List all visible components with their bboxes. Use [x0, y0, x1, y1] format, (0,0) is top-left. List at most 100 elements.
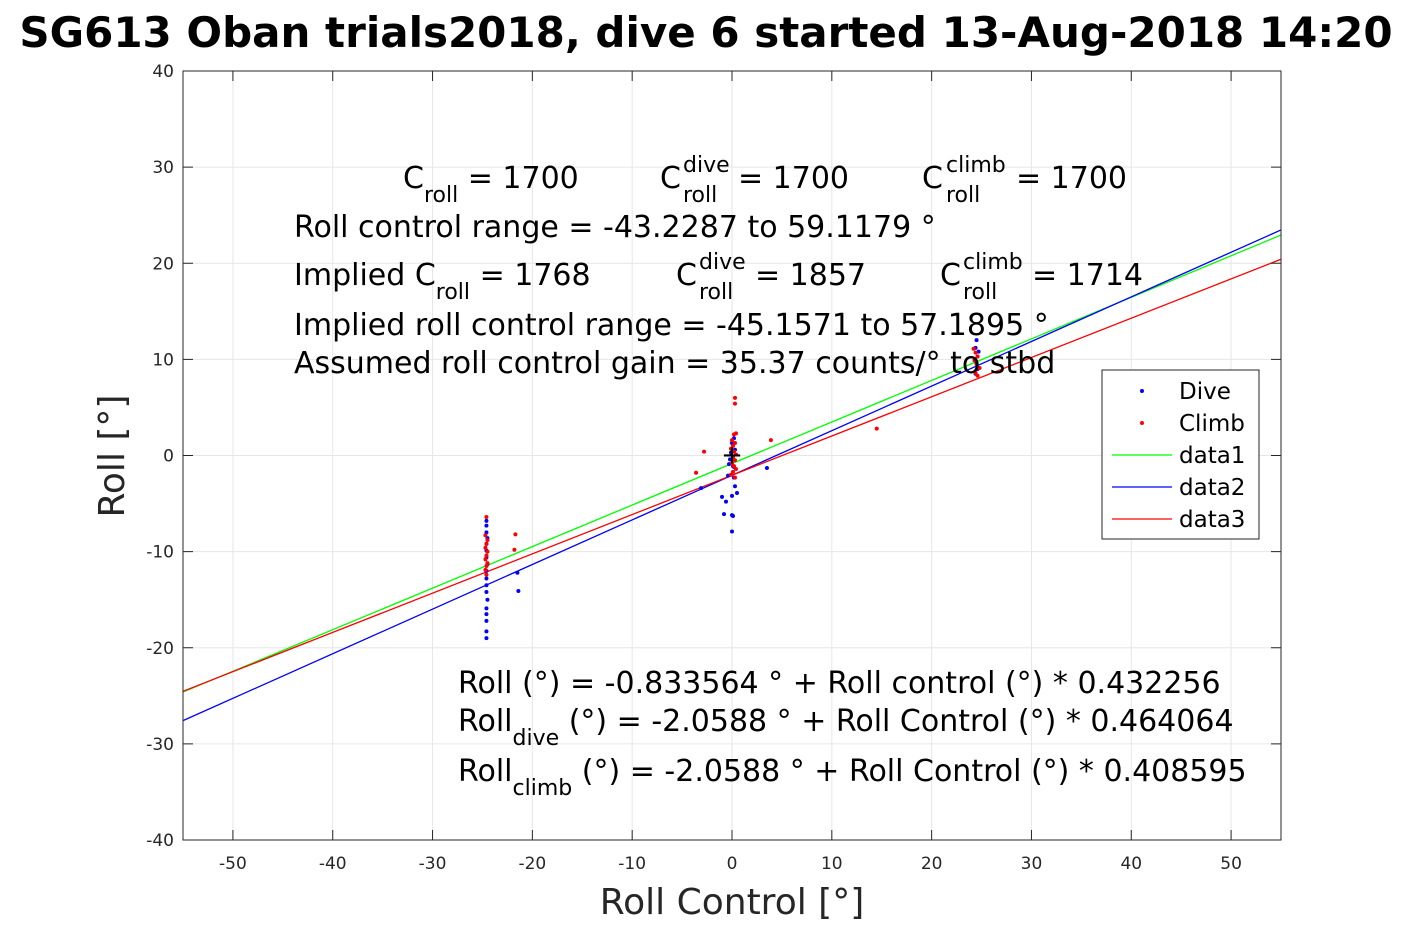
- point-climb: [483, 567, 488, 572]
- point-climb: [483, 545, 488, 550]
- annotation-nominal-c-dive-value: = 1700: [738, 161, 849, 196]
- point-climb: [484, 572, 489, 577]
- point-climb: [730, 438, 734, 443]
- annotation-nominal-c-dive-sup: dive: [683, 153, 730, 178]
- point-climb: [513, 532, 518, 537]
- legend-label-data3: data3: [1179, 507, 1245, 533]
- point-dive: [515, 570, 520, 575]
- annotation-implied-c-climb: C: [940, 258, 961, 293]
- annotation-nominal-c-climb-sup: climb: [946, 153, 1006, 178]
- point-climb: [972, 358, 977, 363]
- point-climb: [702, 449, 707, 454]
- y-tick-label: -30: [146, 735, 174, 755]
- point-climb: [730, 455, 735, 460]
- x-tick-label: -10: [618, 854, 646, 874]
- annotation-implied-c-dive-sub: roll: [699, 280, 733, 305]
- point-climb: [483, 533, 488, 538]
- point-dive: [516, 589, 521, 594]
- point-climb: [483, 557, 488, 562]
- point-dive: [974, 338, 979, 343]
- point-climb: [732, 458, 737, 463]
- point-climb: [729, 472, 734, 477]
- point-climb: [874, 426, 879, 431]
- x-tick-label: -30: [419, 854, 447, 874]
- point-dive: [720, 494, 725, 499]
- annotation-roll-control-range: Roll control range = -43.2287 to 59.1179…: [294, 210, 936, 245]
- point-dive: [730, 529, 734, 534]
- annotation-roll-control-gain: Assumed roll control gain = 35.37 counts…: [294, 346, 1055, 381]
- point-climb: [733, 431, 738, 436]
- annotation-implied-c-climb-sub: roll: [963, 280, 997, 305]
- point-climb: [732, 395, 737, 400]
- annotation-nominal-c-roll: Croll = 1700: [403, 161, 579, 208]
- legend-marker-climb: [1140, 421, 1144, 425]
- point-climb: [733, 466, 738, 471]
- point-climb: [730, 469, 735, 474]
- annotation-nominal-c-climb-sub: roll: [946, 183, 980, 208]
- point-dive: [484, 523, 489, 528]
- point-climb: [484, 564, 489, 569]
- y-tick-label: 0: [163, 447, 174, 467]
- point-climb: [977, 366, 982, 371]
- point-climb: [973, 350, 978, 355]
- point-climb: [975, 373, 980, 378]
- x-axis-label: Roll Control [°]: [600, 882, 865, 923]
- y-tick-label: 40: [152, 62, 174, 82]
- legend: Dive Climb data1 data2 data3: [1101, 369, 1260, 540]
- point-climb: [732, 401, 737, 406]
- point-dive: [730, 514, 735, 519]
- point-climb: [733, 452, 738, 457]
- plot-frame: [182, 70, 1282, 841]
- point-climb: [485, 538, 490, 543]
- point-dive: [724, 499, 729, 504]
- point-climb: [512, 547, 517, 552]
- annotation-fit-overall: Roll (°) = -0.833564 ° + Roll control (°…: [458, 666, 1221, 701]
- y-tick-label: -10: [146, 543, 174, 563]
- point-dive: [732, 484, 737, 489]
- point-climb: [484, 541, 489, 546]
- point-climb: [975, 354, 980, 359]
- annotation-nominal-c-dive: C: [660, 161, 681, 196]
- point-climb: [730, 443, 735, 448]
- point-climb: [731, 464, 736, 469]
- point-dive: [484, 606, 489, 611]
- x-tick-label: 40: [1120, 854, 1142, 874]
- y-tick-label: -20: [146, 639, 174, 659]
- point-dive: [764, 465, 769, 470]
- y-axis-label: Roll [°]: [92, 395, 133, 518]
- point-dive: [484, 612, 489, 617]
- point-dive: [699, 486, 704, 491]
- point-climb: [732, 441, 737, 446]
- point-climb: [974, 362, 979, 367]
- point-climb: [485, 549, 490, 554]
- point-dive: [484, 518, 489, 523]
- point-climb: [729, 446, 734, 451]
- point-dive: [484, 629, 489, 634]
- y-tick-label: 20: [152, 254, 174, 274]
- annotation-implied-c-dive-value: = 1857: [755, 258, 866, 293]
- point-climb: [732, 475, 737, 480]
- chart-title: SG613 Oban trials2018, dive 6 started 13…: [19, 8, 1392, 57]
- legend-label-dive: Dive: [1179, 379, 1231, 405]
- point-climb: [731, 449, 736, 454]
- legend-label-climb: Climb: [1179, 411, 1245, 437]
- annotation-fit-dive: Rolldive (°) = -2.0588 ° + Roll Control …: [458, 704, 1234, 751]
- x-tick-label: -50: [219, 854, 247, 874]
- legend-marker-dive: [1140, 389, 1144, 393]
- annotation-nominal-c-climb-value: = 1700: [1016, 161, 1127, 196]
- point-dive: [730, 493, 734, 498]
- annotation-implied-c-dive: C: [676, 258, 697, 293]
- legend-label-data2: data2: [1179, 475, 1245, 501]
- x-tick-label: 50: [1220, 854, 1242, 874]
- annotation-fit-climb: Rollclimb (°) = -2.0588 ° + Roll Control…: [458, 754, 1247, 801]
- point-climb: [484, 553, 489, 558]
- x-tick-label: -40: [319, 854, 347, 874]
- x-tick-label: 30: [1021, 854, 1043, 874]
- x-tick-label: 10: [821, 854, 843, 874]
- annotation-implied-c-roll: Implied Croll = 1768: [294, 258, 591, 305]
- annotation-implied-c-dive-sup: dive: [699, 250, 746, 275]
- axis-ticks: -50 -40 -30 -20 -10 0 10 20 30 40 50 -40 -30 -20 -10 0 1…: [146, 62, 1281, 874]
- point-climb: [768, 438, 773, 443]
- point-dive: [484, 589, 489, 594]
